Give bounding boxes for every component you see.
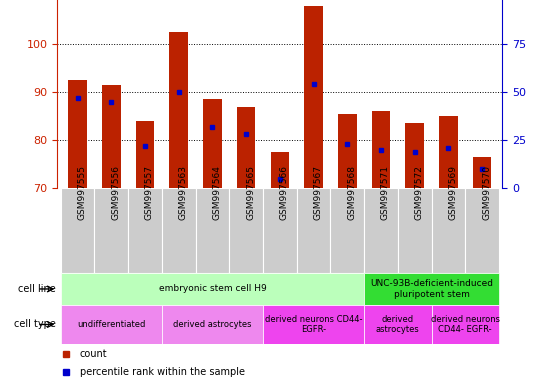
Text: GSM997564: GSM997564 bbox=[212, 165, 221, 220]
Bar bbox=[162, 305, 263, 344]
Text: GSM997566: GSM997566 bbox=[280, 165, 289, 220]
Bar bbox=[94, 188, 128, 273]
Bar bbox=[465, 188, 499, 273]
Bar bbox=[296, 188, 330, 273]
Text: GSM997570: GSM997570 bbox=[482, 165, 491, 220]
Bar bbox=[364, 273, 499, 305]
Bar bbox=[398, 188, 431, 273]
Text: undifferentiated: undifferentiated bbox=[77, 320, 145, 329]
Bar bbox=[473, 157, 491, 188]
Bar bbox=[61, 188, 94, 273]
Text: cell type: cell type bbox=[14, 319, 56, 329]
Text: GSM997563: GSM997563 bbox=[179, 165, 188, 220]
Text: derived astrocytes: derived astrocytes bbox=[173, 320, 252, 329]
Text: GSM997571: GSM997571 bbox=[381, 165, 390, 220]
Bar bbox=[271, 152, 289, 188]
Bar bbox=[169, 32, 188, 188]
Bar bbox=[61, 305, 162, 344]
Bar bbox=[364, 188, 398, 273]
Text: cell line: cell line bbox=[18, 284, 56, 294]
Text: GSM997565: GSM997565 bbox=[246, 165, 255, 220]
Bar bbox=[439, 116, 458, 188]
Bar bbox=[304, 6, 323, 188]
Bar bbox=[203, 99, 222, 188]
Bar bbox=[102, 85, 121, 188]
Bar bbox=[364, 305, 431, 344]
Bar bbox=[136, 121, 155, 188]
Bar bbox=[237, 107, 256, 188]
Text: derived
astrocytes: derived astrocytes bbox=[376, 315, 420, 334]
Bar bbox=[195, 188, 229, 273]
Bar bbox=[162, 188, 195, 273]
Text: derived neurons CD44-
EGFR-: derived neurons CD44- EGFR- bbox=[265, 315, 363, 334]
Bar bbox=[330, 188, 364, 273]
Bar bbox=[338, 114, 357, 188]
Bar bbox=[128, 188, 162, 273]
Bar bbox=[229, 188, 263, 273]
Text: embryonic stem cell H9: embryonic stem cell H9 bbox=[158, 285, 266, 293]
Bar bbox=[61, 273, 364, 305]
Text: derived neurons
CD44- EGFR-: derived neurons CD44- EGFR- bbox=[431, 315, 500, 334]
Text: GSM997569: GSM997569 bbox=[448, 165, 458, 220]
Text: count: count bbox=[80, 349, 107, 359]
Bar bbox=[263, 305, 364, 344]
Bar bbox=[431, 305, 499, 344]
Bar bbox=[405, 123, 424, 188]
Text: GSM997568: GSM997568 bbox=[347, 165, 356, 220]
Bar bbox=[372, 111, 390, 188]
Text: GSM997557: GSM997557 bbox=[145, 165, 154, 220]
Text: GSM997572: GSM997572 bbox=[414, 165, 424, 220]
Text: GSM997556: GSM997556 bbox=[111, 165, 120, 220]
Text: GSM997567: GSM997567 bbox=[313, 165, 323, 220]
Text: UNC-93B-deficient-induced
pluripotent stem: UNC-93B-deficient-induced pluripotent st… bbox=[370, 279, 493, 299]
Bar bbox=[68, 80, 87, 188]
Text: percentile rank within the sample: percentile rank within the sample bbox=[80, 366, 245, 377]
Bar bbox=[263, 188, 296, 273]
Text: GSM997555: GSM997555 bbox=[78, 165, 87, 220]
Bar bbox=[431, 188, 465, 273]
